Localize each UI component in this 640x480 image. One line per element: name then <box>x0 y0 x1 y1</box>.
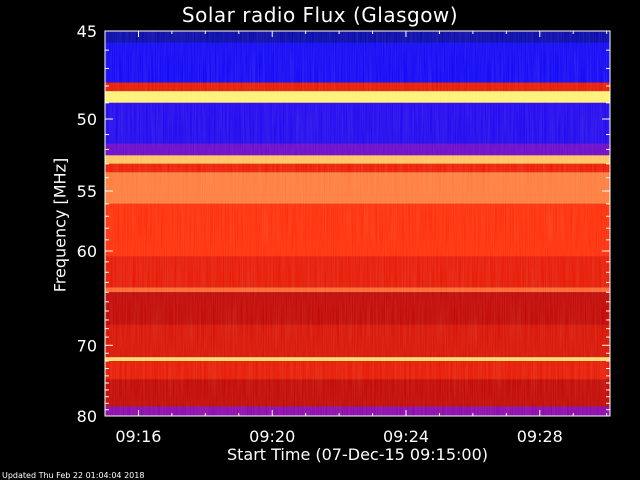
y-axis-label: Frequency [MHz] <box>50 157 70 293</box>
y-tick-label: 80 <box>77 407 97 426</box>
x-axis-label: Start Time (07-Dec-15 09:15:00) <box>226 445 489 464</box>
updated-timestamp: Updated Thu Feb 22 01:04:04 2018 <box>2 471 145 480</box>
x-tick-label: 09:28 <box>517 427 563 446</box>
chart-title: Solar radio Flux (Glasgow) <box>181 3 459 27</box>
x-tick-label: 09:16 <box>115 427 161 446</box>
plot-frame <box>104 30 611 417</box>
x-tick-label: 09:24 <box>383 427 429 446</box>
y-tick-label: 50 <box>77 110 97 129</box>
noise-texture <box>105 31 610 416</box>
y-tick-label: 70 <box>77 336 97 355</box>
y-tick-label: 45 <box>77 22 97 41</box>
y-tick-label: 60 <box>77 242 97 261</box>
plot-area <box>105 31 610 416</box>
x-tick-label: 09:20 <box>249 427 295 446</box>
y-tick-label: 55 <box>77 182 97 201</box>
